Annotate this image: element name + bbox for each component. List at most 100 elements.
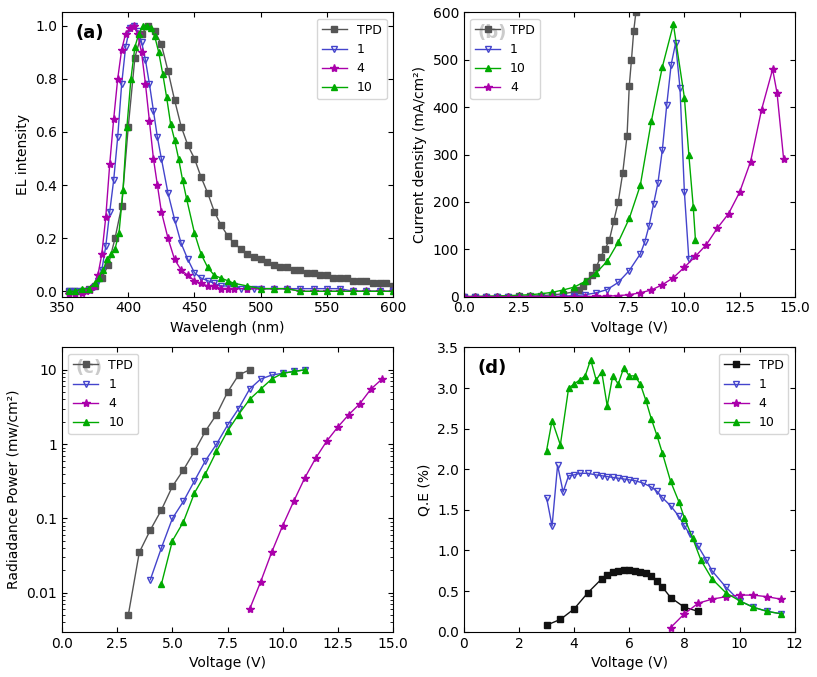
1 <box>190 269 199 277</box>
TPD <box>269 261 279 269</box>
10 <box>196 250 206 258</box>
TPD <box>694 607 703 615</box>
4 <box>266 548 276 556</box>
TPD <box>196 173 206 181</box>
TPD <box>355 277 364 285</box>
1 <box>256 375 266 383</box>
X-axis label: Wavelengh (nm): Wavelengh (nm) <box>170 321 285 335</box>
1 <box>685 530 694 538</box>
10 <box>470 292 480 301</box>
TPD <box>569 605 579 613</box>
Line: 10: 10 <box>158 366 308 588</box>
10 <box>459 292 469 301</box>
TPD <box>618 169 627 177</box>
1 <box>592 289 601 297</box>
10 <box>536 290 546 298</box>
1 <box>514 292 524 301</box>
10 <box>525 290 535 299</box>
1 <box>630 477 640 485</box>
10 <box>636 380 645 388</box>
1 <box>580 290 590 299</box>
1 <box>564 472 574 480</box>
1 <box>157 154 167 162</box>
4 <box>322 287 332 295</box>
1 <box>675 84 685 92</box>
10 <box>624 372 634 380</box>
1 <box>178 498 188 506</box>
TPD <box>596 575 606 583</box>
1 <box>748 603 758 611</box>
4 <box>481 292 491 301</box>
10 <box>269 284 279 292</box>
1 <box>680 522 690 530</box>
10 <box>174 154 184 162</box>
1 <box>93 277 103 285</box>
10 <box>592 376 601 384</box>
4 <box>646 286 656 294</box>
Line: 10: 10 <box>543 356 784 617</box>
1 <box>183 255 193 263</box>
Line: TPD: TPD <box>66 23 395 294</box>
4 <box>64 290 74 298</box>
1 <box>269 284 279 292</box>
4 <box>296 287 306 295</box>
4 <box>592 292 601 301</box>
1 <box>658 146 667 154</box>
1 <box>163 189 173 197</box>
10 <box>222 277 232 285</box>
1 <box>222 421 232 429</box>
10 <box>178 518 188 526</box>
10 <box>266 375 276 383</box>
4 <box>153 181 163 189</box>
TPD <box>244 366 254 374</box>
4 <box>89 282 99 290</box>
TPD <box>578 282 588 290</box>
4 <box>734 188 744 196</box>
4 <box>702 240 712 248</box>
1 <box>608 473 618 481</box>
1 <box>145 575 155 584</box>
Line: 4: 4 <box>65 22 397 298</box>
10 <box>614 380 623 388</box>
TPD <box>587 271 596 280</box>
TPD <box>388 282 398 290</box>
1 <box>203 277 212 285</box>
1 <box>121 43 131 51</box>
TPD <box>342 274 351 282</box>
1 <box>492 292 502 301</box>
4 <box>97 250 107 258</box>
1 <box>624 267 634 275</box>
Line: 4: 4 <box>245 375 386 613</box>
TPD <box>470 292 480 301</box>
10 <box>122 123 132 131</box>
10 <box>150 32 159 41</box>
1 <box>296 284 306 292</box>
4 <box>525 292 535 301</box>
10 <box>688 534 698 542</box>
TPD <box>110 234 120 242</box>
1 <box>230 282 239 290</box>
1 <box>136 38 146 46</box>
TPD <box>150 27 159 35</box>
TPD <box>322 271 332 280</box>
4 <box>348 287 358 295</box>
10 <box>322 287 332 295</box>
1 <box>536 292 546 301</box>
1 <box>153 133 163 141</box>
10 <box>707 575 717 583</box>
10 <box>212 447 221 456</box>
4 <box>190 277 199 285</box>
1 <box>89 283 99 291</box>
4 <box>690 253 700 261</box>
10 <box>114 229 124 237</box>
4 <box>278 521 288 529</box>
10 <box>190 229 199 237</box>
TPD <box>556 615 565 624</box>
TPD <box>230 240 239 248</box>
TPD <box>542 621 551 629</box>
4 <box>216 284 225 292</box>
TPD <box>282 263 292 271</box>
1 <box>558 292 568 300</box>
10 <box>680 514 690 522</box>
1 <box>190 477 199 485</box>
